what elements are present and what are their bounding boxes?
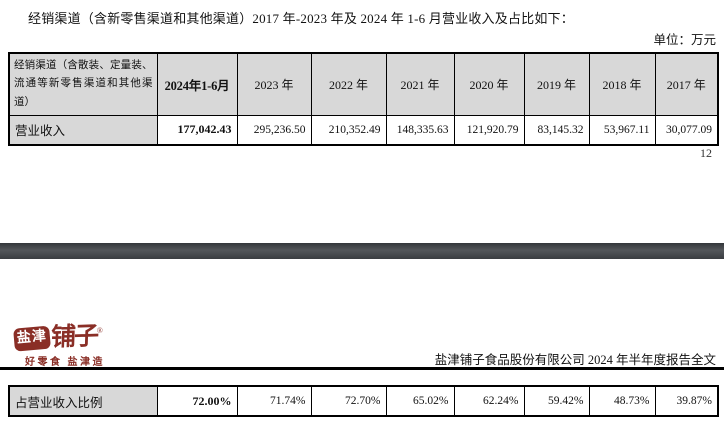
intro-text: 经销渠道（含新零售渠道和其他渠道）2017 年-2023 年及 2024 年 1… (28, 11, 574, 26)
revenue-row: 营业收入 177,042.43 295,236.50 210,352.49 14… (8, 115, 719, 146)
ratio-value-2017: 39.87% (654, 385, 719, 417)
report-header-text: 盐津铺子食品股份有限公司 2024 年半年度报告全文 (434, 353, 716, 367)
ratio-value-2021: 65.02% (385, 385, 455, 417)
page-number: 12 (700, 146, 712, 160)
revenue-value-2018: 53,967.11 (588, 115, 656, 146)
logo-tagline: 好零食 盐津造 (25, 357, 105, 368)
revenue-table-corner-header: 经销渠道（含散装、定量装、流通等新零售渠道和其他渠道） (8, 52, 158, 117)
revenue-row-label: 营业收入 (8, 115, 158, 146)
logo-wordmark: 盐津 铺子 ® (13, 322, 117, 352)
column-header-2017: 2017 年 (654, 52, 719, 117)
ratio-table: 占营业收入比例 72.00% 71.74% 72.70% 65.02% 62.2… (8, 385, 719, 417)
logo-badge: 盐津 (13, 325, 51, 352)
column-header-2023: 2023 年 (236, 52, 312, 117)
logo-brand-text: 铺子 (50, 322, 98, 352)
ratio-value-2022: 72.70% (310, 385, 387, 417)
revenue-value-2020: 121,920.79 (453, 115, 525, 146)
registered-trademark-icon: ® (96, 325, 104, 335)
revenue-table-header-row: 经销渠道（含散装、定量装、流通等新零售渠道和其他渠道） 2024年1-6月 20… (8, 52, 719, 117)
company-logo: 盐津 铺子 ® 好零食 盐津造 (13, 322, 117, 368)
ratio-value-2019: 59.42% (523, 385, 590, 417)
ratio-value-2023: 71.74% (236, 385, 312, 417)
revenue-value-2021: 148,335.63 (385, 115, 455, 146)
column-header-2019: 2019 年 (523, 52, 590, 117)
ratio-value-2020: 62.24% (453, 385, 525, 417)
revenue-value-2019: 83,145.32 (523, 115, 590, 146)
ratio-value-2018: 48.73% (588, 385, 656, 417)
column-header-2024: 2024年1-6月 (156, 52, 238, 117)
revenue-table: 经销渠道（含散装、定量装、流通等新零售渠道和其他渠道） 2024年1-6月 20… (8, 52, 719, 146)
revenue-value-2017: 30,077.09 (654, 115, 719, 146)
ratio-value-2024: 72.00% (156, 385, 238, 417)
column-header-2021: 2021 年 (385, 52, 455, 117)
revenue-value-2022: 210,352.49 (310, 115, 387, 146)
ratio-row: 占营业收入比例 72.00% 71.74% 72.70% 65.02% 62.2… (8, 385, 719, 417)
header-divider-line (0, 367, 724, 370)
page-separator-bar (0, 243, 724, 259)
column-header-2022: 2022 年 (310, 52, 387, 117)
column-header-2018: 2018 年 (588, 52, 656, 117)
revenue-value-2023: 295,236.50 (236, 115, 312, 146)
ratio-row-label: 占营业收入比例 (8, 385, 158, 417)
unit-label: 单位：万元 (653, 33, 716, 47)
column-header-2020: 2020 年 (453, 52, 525, 117)
revenue-value-2024: 177,042.43 (156, 115, 238, 146)
